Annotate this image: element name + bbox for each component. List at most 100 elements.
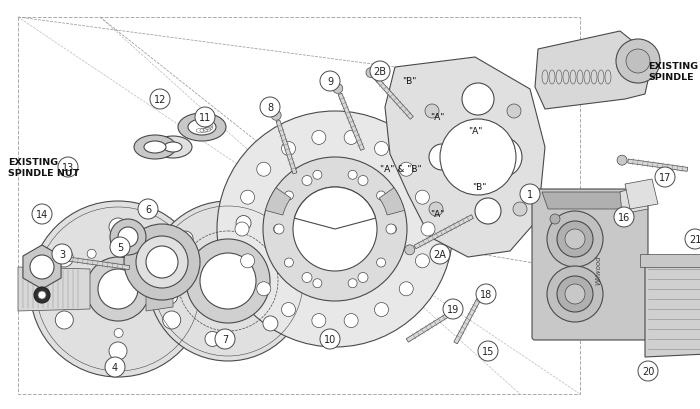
- Text: 7: 7: [222, 334, 228, 344]
- Polygon shape: [68, 257, 130, 270]
- Circle shape: [617, 156, 627, 166]
- Text: "B": "B": [472, 183, 486, 192]
- Text: 14: 14: [36, 209, 48, 220]
- Circle shape: [614, 207, 634, 227]
- Text: EXISTING
SPINDLE: EXISTING SPINDLE: [648, 62, 698, 82]
- Circle shape: [313, 279, 322, 288]
- Ellipse shape: [134, 136, 176, 160]
- Circle shape: [312, 131, 326, 145]
- Circle shape: [114, 329, 123, 338]
- Text: 6: 6: [145, 204, 151, 214]
- Circle shape: [399, 163, 413, 177]
- Ellipse shape: [178, 114, 226, 142]
- Circle shape: [507, 105, 521, 119]
- Circle shape: [217, 112, 453, 347]
- Circle shape: [34, 287, 50, 303]
- Circle shape: [274, 225, 283, 234]
- Text: 2A: 2A: [433, 249, 447, 259]
- Circle shape: [386, 225, 396, 234]
- Circle shape: [109, 342, 127, 360]
- Circle shape: [429, 202, 443, 216]
- Circle shape: [547, 266, 603, 322]
- Text: 2B: 2B: [374, 67, 386, 77]
- Circle shape: [462, 84, 494, 116]
- Circle shape: [274, 225, 284, 234]
- Circle shape: [313, 171, 322, 180]
- Circle shape: [263, 316, 278, 331]
- Circle shape: [520, 184, 540, 204]
- Text: 19: 19: [447, 304, 459, 314]
- Text: 15: 15: [482, 346, 494, 356]
- Text: "A": "A": [430, 210, 444, 219]
- Circle shape: [429, 145, 455, 171]
- Ellipse shape: [188, 120, 216, 136]
- Circle shape: [205, 332, 220, 346]
- Circle shape: [98, 270, 138, 309]
- Circle shape: [105, 357, 125, 377]
- Circle shape: [547, 211, 603, 267]
- Circle shape: [565, 229, 585, 249]
- Circle shape: [155, 298, 164, 307]
- Circle shape: [58, 157, 78, 178]
- Circle shape: [399, 282, 413, 296]
- Text: 3: 3: [59, 249, 65, 259]
- Circle shape: [344, 131, 358, 145]
- Circle shape: [415, 191, 429, 204]
- Circle shape: [388, 225, 396, 234]
- Circle shape: [478, 287, 488, 297]
- Circle shape: [52, 245, 72, 264]
- Ellipse shape: [154, 137, 192, 159]
- Polygon shape: [146, 267, 173, 311]
- Circle shape: [109, 218, 127, 236]
- Circle shape: [476, 284, 496, 304]
- Circle shape: [139, 249, 148, 258]
- Circle shape: [32, 204, 52, 225]
- Circle shape: [55, 311, 74, 329]
- Polygon shape: [23, 245, 61, 289]
- Circle shape: [565, 284, 585, 304]
- Circle shape: [425, 105, 439, 119]
- Text: 11: 11: [199, 113, 211, 123]
- Circle shape: [358, 273, 368, 283]
- Circle shape: [150, 90, 170, 110]
- Circle shape: [195, 108, 215, 128]
- Text: 8: 8: [267, 103, 273, 113]
- Circle shape: [236, 216, 251, 231]
- Circle shape: [348, 171, 357, 180]
- Circle shape: [110, 220, 146, 255]
- Circle shape: [320, 72, 340, 92]
- Circle shape: [421, 222, 435, 236]
- Circle shape: [344, 314, 358, 328]
- Polygon shape: [276, 121, 297, 175]
- Circle shape: [374, 142, 388, 156]
- Circle shape: [348, 279, 357, 288]
- Circle shape: [136, 236, 188, 288]
- Circle shape: [281, 303, 295, 317]
- Circle shape: [124, 225, 200, 300]
- Circle shape: [87, 249, 96, 258]
- Circle shape: [655, 168, 675, 188]
- Circle shape: [366, 68, 376, 79]
- Text: "A": "A": [468, 127, 482, 136]
- Polygon shape: [18, 267, 90, 311]
- Circle shape: [118, 227, 138, 247]
- Circle shape: [513, 202, 527, 216]
- Wedge shape: [295, 188, 376, 229]
- Circle shape: [257, 163, 271, 177]
- Circle shape: [162, 289, 178, 304]
- Circle shape: [284, 191, 293, 200]
- Circle shape: [284, 258, 293, 267]
- Circle shape: [279, 258, 293, 273]
- Text: 4: 4: [112, 362, 118, 372]
- Polygon shape: [414, 215, 473, 249]
- Circle shape: [626, 50, 650, 74]
- Circle shape: [162, 249, 181, 267]
- Circle shape: [557, 221, 593, 257]
- Text: 9: 9: [327, 77, 333, 87]
- Circle shape: [448, 307, 458, 317]
- Circle shape: [332, 84, 343, 94]
- Ellipse shape: [144, 142, 166, 154]
- Circle shape: [257, 282, 271, 296]
- Circle shape: [55, 249, 74, 267]
- Polygon shape: [338, 94, 364, 151]
